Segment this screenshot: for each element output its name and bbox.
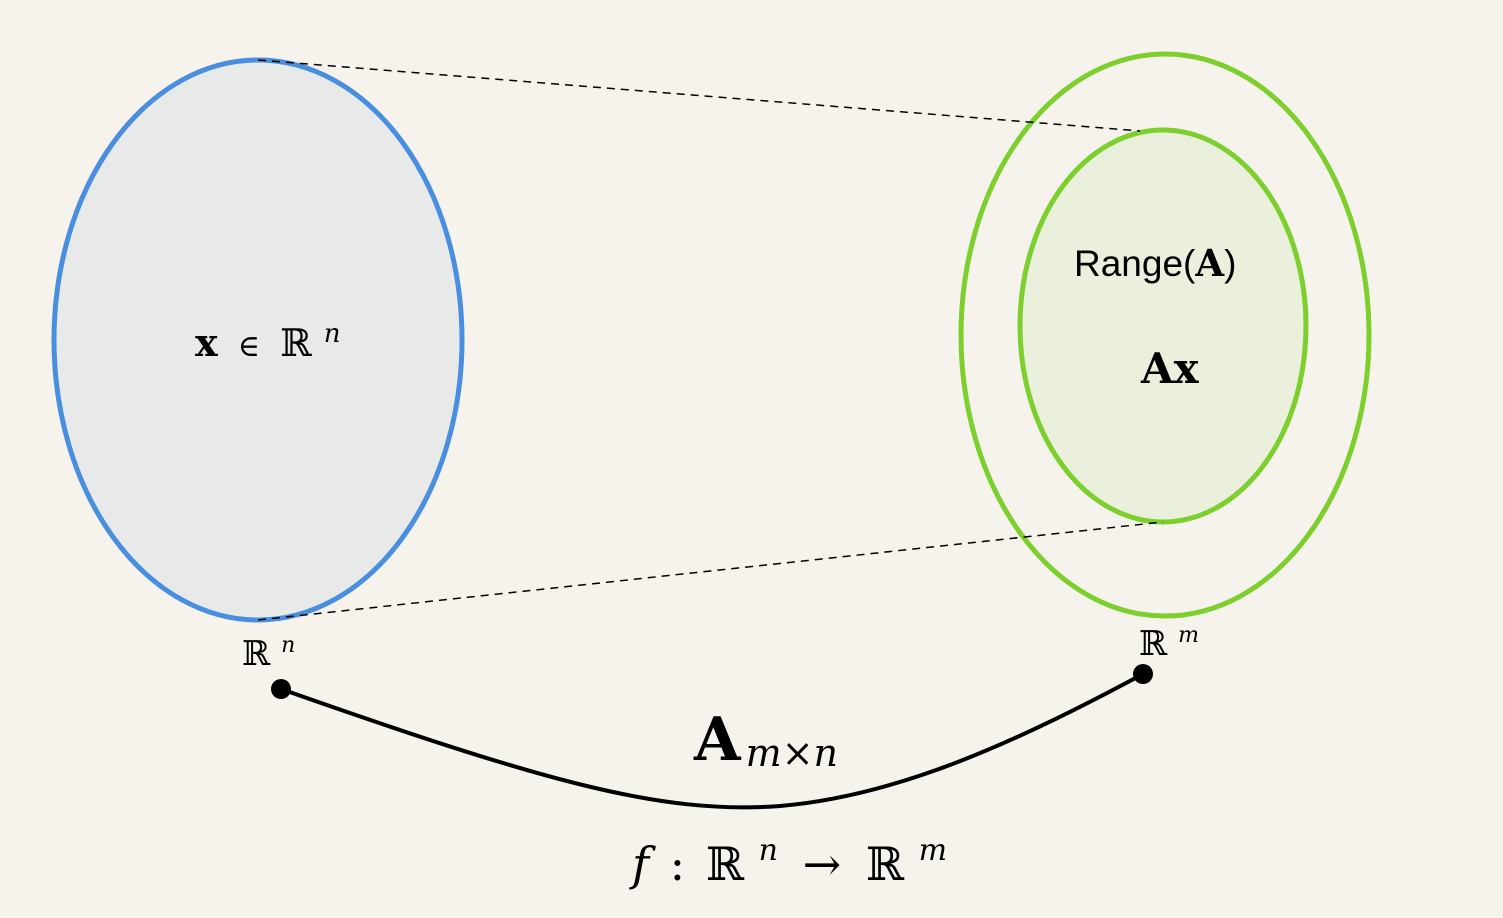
domain-element-exponent: n (324, 319, 341, 349)
function-arrow: → (803, 837, 842, 891)
range-prefix: Range( (1074, 243, 1196, 284)
codomain-space-symbol: ℝ (1139, 624, 1168, 664)
domain-point (271, 679, 291, 699)
codomain-ellipse (958, 51, 1372, 619)
domain-space-label: ℝ n (242, 633, 295, 674)
vector-x: x (195, 320, 218, 365)
upper-dashed-line (257, 59, 1141, 132)
codomain-space-exponent: m (1178, 623, 1199, 648)
mapping-curve (280, 672, 1144, 810)
function-from-space: ℝ (706, 837, 745, 891)
domain-space-exponent: n (281, 633, 295, 658)
matrix-dims: m×n (746, 731, 838, 775)
function-colon: : (670, 837, 686, 891)
function-to-exponent: m (919, 833, 947, 868)
domain-element-space: ℝ (280, 321, 312, 365)
range-matrix: A (1194, 241, 1225, 285)
matrix-symbol: A (693, 705, 742, 775)
codomain-space-label: ℝ m (1139, 623, 1199, 664)
function-name: f (629, 837, 656, 891)
function-to-space: ℝ (866, 837, 905, 891)
function-label: f : ℝ n → ℝ m (629, 817, 947, 891)
range-suffix: ) (1224, 243, 1236, 284)
image-label: Ax (1140, 344, 1200, 393)
matrix-label: A m×n (693, 705, 838, 775)
element-of-symbol: ∈ (238, 329, 260, 364)
range-label: Range(A) (1074, 241, 1236, 285)
domain-element-label: x ∈ ℝ n (195, 319, 341, 365)
lower-dashed-line (257, 521, 1164, 621)
domain-space-symbol: ℝ (242, 634, 271, 674)
function-from-exponent: n (759, 833, 778, 868)
range-ellipse (1017, 127, 1309, 525)
codomain-point (1133, 664, 1153, 684)
